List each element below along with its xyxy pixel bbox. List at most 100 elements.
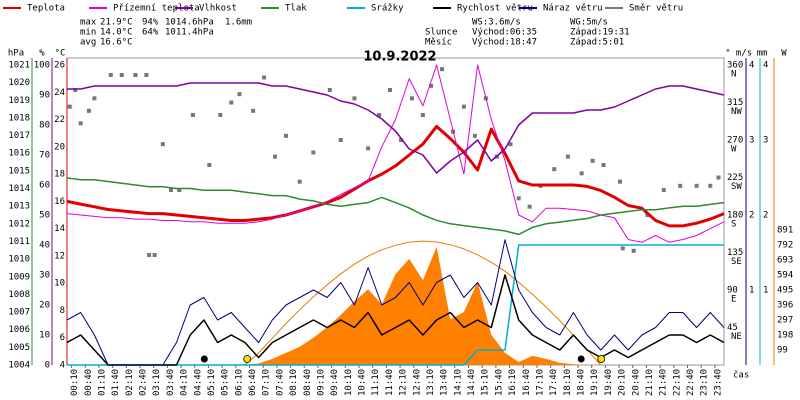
x-tick-label: 09:10	[316, 369, 326, 396]
stat-text: avg	[80, 38, 96, 48]
x-tick-label: 08:40	[303, 369, 313, 396]
y-tick-label: 30	[39, 271, 50, 281]
wind-direction-point	[631, 248, 636, 253]
stat-text: 94%	[142, 18, 159, 28]
wind-direction-point	[661, 188, 666, 192]
axis-unit: °C	[55, 49, 66, 59]
wind-direction-point	[716, 175, 721, 180]
y-tick-label: 1014	[8, 184, 30, 194]
chart-title: 10.9.2022	[363, 50, 436, 65]
wind-direction-point	[152, 253, 157, 257]
y-tick-label: 90	[727, 286, 738, 296]
compass-label: SW	[731, 182, 742, 192]
y-tick-label: 1	[749, 286, 754, 296]
y-tick-label: 1013	[8, 202, 30, 212]
x-tick-label: 02:10	[125, 369, 135, 396]
legend-label: Náraz větru	[543, 4, 603, 14]
x-tick-label: 01:40	[111, 369, 121, 396]
stat-text: 64%	[142, 28, 159, 38]
wind-direction-point	[177, 188, 182, 192]
sun-info: Slunce	[425, 28, 458, 38]
x-tick-label: 13:10	[426, 369, 436, 396]
y-tick-label: 135	[727, 248, 743, 258]
x-tick-label: 13:40	[440, 369, 450, 396]
y-tick-label: 100	[34, 61, 50, 71]
wind-direction-point	[708, 183, 713, 188]
wind-direction-point	[527, 204, 532, 209]
y-tick-label: 6	[60, 333, 65, 343]
axis-unit: m/s	[736, 49, 752, 59]
x-tick-label: 03:10	[152, 369, 162, 396]
x-tick-label: 19:10	[590, 369, 600, 396]
wind-direction-point	[366, 146, 371, 151]
compass-label: NW	[731, 107, 742, 117]
wind-direction-point	[327, 88, 332, 92]
stat-text: 16.6°C	[100, 38, 133, 48]
wind-direction-point	[516, 196, 521, 201]
y-tick-label: 1019	[8, 96, 30, 106]
wind-direction-point	[579, 171, 584, 176]
wind-direction-point	[601, 163, 606, 167]
x-tick-label: 11:10	[371, 369, 381, 396]
y-tick-label: 360	[727, 61, 743, 71]
y-tick-label: 18	[54, 170, 65, 180]
legend-label: Směr větru	[629, 4, 683, 14]
axis-unit: %	[39, 49, 45, 59]
wind-direction-point	[461, 104, 466, 109]
wind-direction-point	[119, 73, 124, 77]
y-tick-label: 1009	[8, 272, 30, 282]
wind-direction-point	[565, 154, 570, 159]
wind-direction-point	[409, 96, 414, 101]
y-tick-label: 2	[763, 211, 768, 221]
wind-direction-point	[133, 73, 138, 77]
y-tick-label: 1	[763, 286, 768, 296]
y-tick-label: 60	[39, 181, 50, 191]
x-tick-label: 05:40	[221, 369, 231, 396]
y-tick-label: 22	[54, 115, 65, 125]
axis-unit: hPa	[8, 49, 24, 59]
y-tick-label: 24	[54, 88, 65, 98]
y-tick-label: 1005	[8, 343, 30, 353]
wind-direction-point	[147, 253, 152, 257]
y-tick-label: 315	[727, 98, 743, 108]
x-tick-label: 15:10	[481, 369, 491, 396]
x-tick-label: 00:40	[84, 369, 94, 396]
x-tick-label: 14:10	[453, 369, 463, 396]
stat-text: 1014.6hPa	[165, 18, 214, 28]
stat-text: 1.6mm	[225, 18, 252, 28]
series-line	[66, 177, 725, 236]
wind-direction-point	[108, 73, 113, 77]
y-tick-label: 1016	[8, 149, 30, 159]
series-line	[244, 240, 602, 366]
wind-direction-point	[678, 183, 683, 188]
x-tick-label: 17:10	[535, 369, 545, 396]
y-tick-label: 80	[39, 121, 50, 131]
stat-text: 14.0°C	[100, 28, 133, 38]
y-tick-label: 0	[45, 361, 50, 371]
x-tick-label: 20:40	[631, 369, 641, 396]
wind-direction-point	[78, 121, 83, 126]
x-tick-label: 19:40	[604, 369, 614, 396]
wind-direction-point	[67, 104, 72, 109]
y-tick-label: 1010	[8, 255, 30, 265]
wind-direction-point	[440, 67, 445, 72]
y-tick-label: 50	[39, 211, 50, 221]
x-tick-label: 03:40	[166, 369, 176, 396]
compass-label: N	[731, 70, 736, 80]
x-tick-label: 14:40	[467, 369, 477, 396]
y-tick-label: 1004	[8, 361, 30, 371]
moon-info: Měsíc	[425, 38, 452, 48]
wind-direction-point	[207, 163, 212, 167]
wind-direction-point	[169, 188, 174, 192]
wind-direction-point	[190, 113, 195, 117]
x-tick-label: 16:10	[508, 369, 518, 396]
axis-unit: mm	[757, 49, 768, 59]
moon-marker	[200, 355, 208, 363]
y-tick-label: 4	[749, 61, 754, 71]
solar-area	[67, 246, 724, 365]
wind-direction-point	[388, 88, 393, 92]
legend-label: Přízemní teplota	[113, 4, 200, 14]
y-tick-label: 1006	[8, 325, 30, 335]
axis-unit: W	[781, 49, 787, 59]
